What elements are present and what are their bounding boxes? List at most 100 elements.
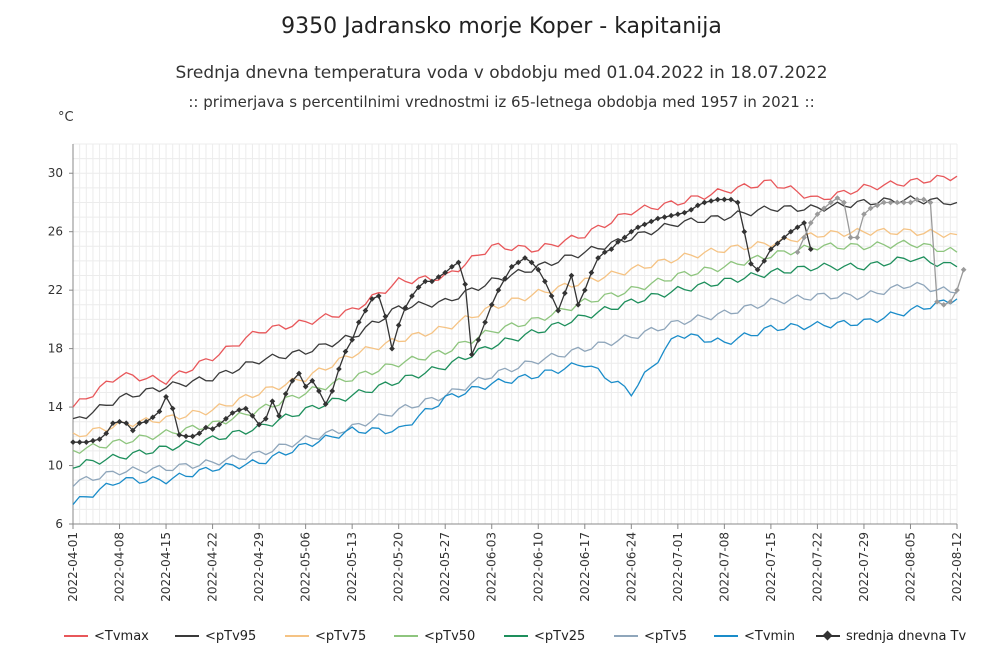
data-point xyxy=(415,284,422,291)
x-tick-label: 2022-04-29 xyxy=(252,532,266,602)
legend-item-ptv75: <pTv75 xyxy=(285,625,366,647)
data-point xyxy=(894,199,901,206)
data-point xyxy=(216,421,223,428)
data-point xyxy=(754,266,761,273)
data-point xyxy=(555,307,562,314)
data-point xyxy=(449,263,455,270)
data-point xyxy=(901,199,907,206)
x-tick-label: 2022-06-03 xyxy=(485,532,499,602)
data-point xyxy=(734,199,741,206)
x-tick-label: 2022-07-08 xyxy=(717,532,731,602)
data-point xyxy=(748,260,754,267)
legend-swatch xyxy=(64,630,88,642)
data-point xyxy=(223,415,229,422)
data-point xyxy=(83,439,90,445)
x-tick-label: 2022-04-01 xyxy=(66,532,80,602)
legend-swatch xyxy=(394,630,418,642)
data-point xyxy=(681,209,688,216)
data-point xyxy=(276,413,282,419)
data-point xyxy=(502,275,508,282)
data-point xyxy=(721,196,728,203)
data-point xyxy=(203,424,209,431)
data-point xyxy=(70,439,76,445)
data-point xyxy=(269,398,276,405)
data-point xyxy=(236,407,243,413)
chart-title: 9350 Jadransko morje Koper - kapitanija xyxy=(281,14,722,39)
y-tick-label: 22 xyxy=(48,283,63,297)
data-point xyxy=(316,388,322,394)
x-tick-label: 2022-04-08 xyxy=(113,532,127,602)
series-line-ptv75 xyxy=(72,227,958,438)
x-tick-label: 2022-07-15 xyxy=(764,532,778,602)
legend-swatch xyxy=(285,630,309,642)
data-point xyxy=(668,212,675,219)
data-point xyxy=(462,281,468,288)
data-point xyxy=(389,345,395,352)
data-point xyxy=(581,287,588,293)
y-tick-label: 18 xyxy=(48,342,63,356)
data-point xyxy=(322,401,329,407)
x-tick-label: 2022-08-12 xyxy=(950,532,964,602)
data-point xyxy=(435,274,442,280)
data-point xyxy=(375,293,382,299)
legend-item-ptv50: <pTv50 xyxy=(394,625,475,647)
data-point xyxy=(262,415,269,422)
x-tick-label: 2022-07-29 xyxy=(857,532,871,602)
series-line-srednja-dnevna-tv xyxy=(73,198,812,443)
legend-swatch xyxy=(816,630,840,642)
series-line-ptv95 xyxy=(72,195,958,420)
data-point xyxy=(362,307,369,314)
data-point xyxy=(960,266,967,273)
y-tick-label: 6 xyxy=(55,517,63,531)
data-point xyxy=(429,278,435,285)
data-point xyxy=(920,196,927,203)
data-point xyxy=(143,418,149,425)
data-point xyxy=(947,298,954,305)
data-point xyxy=(847,234,854,241)
y-axis-unit: °C xyxy=(58,110,74,125)
data-point xyxy=(741,228,748,235)
data-point xyxy=(728,196,734,203)
data-point xyxy=(189,433,196,440)
data-point xyxy=(675,211,681,218)
data-point xyxy=(562,290,568,296)
data-point xyxy=(475,337,482,343)
data-point xyxy=(123,420,130,426)
legend-label: <Tvmax xyxy=(94,628,149,644)
legend-swatch xyxy=(175,630,199,642)
data-point xyxy=(369,296,375,302)
data-point xyxy=(349,336,355,343)
data-point xyxy=(229,410,236,416)
legend-label: <pTv5 xyxy=(644,628,688,644)
legend-item-tvmin: <Tvmin xyxy=(714,625,795,647)
data-point xyxy=(940,301,947,308)
data-point xyxy=(163,393,169,400)
data-point xyxy=(874,202,881,209)
data-point xyxy=(508,263,515,270)
x-tick-label: 2022-04-22 xyxy=(206,532,220,602)
legend-swatch xyxy=(504,630,528,642)
data-point xyxy=(648,218,655,225)
data-point xyxy=(90,437,96,444)
data-point xyxy=(861,211,867,218)
data-point xyxy=(535,266,542,273)
data-point xyxy=(867,205,874,212)
data-point xyxy=(169,405,176,412)
legend-label: <pTv50 xyxy=(424,628,476,644)
data-point xyxy=(655,215,661,222)
y-tick-label: 26 xyxy=(48,225,63,239)
y-tick-label: 14 xyxy=(48,400,63,414)
legend-label: srednja dnevna Tv xyxy=(846,628,967,644)
data-point xyxy=(329,388,336,394)
data-point xyxy=(495,287,502,293)
data-point xyxy=(488,301,495,308)
data-point xyxy=(336,366,342,372)
legend-label: <pTv95 xyxy=(205,628,257,644)
x-tick-label: 2022-05-06 xyxy=(299,532,313,602)
data-point xyxy=(482,319,488,326)
chart-subtitle: Srednja dnevna temperatura voda v obdobj… xyxy=(175,63,828,83)
data-point xyxy=(714,196,721,203)
series-line-ptv25 xyxy=(72,256,958,469)
series-line-ptv5 xyxy=(72,281,958,488)
